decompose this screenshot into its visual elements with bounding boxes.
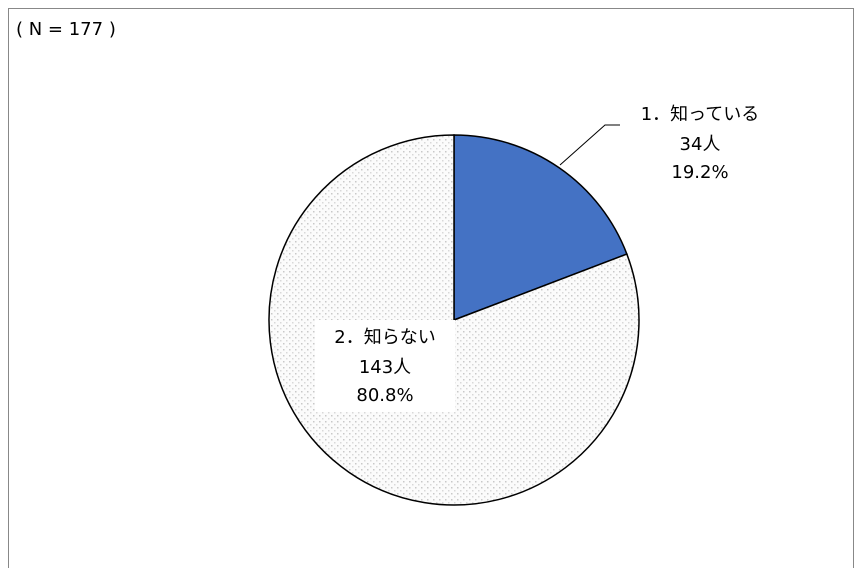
label-background (315, 320, 455, 412)
pie-slice (268, 134, 640, 506)
value-label: 19.2% (671, 162, 728, 183)
sample-note: ( N = 177 ) (16, 19, 116, 40)
slice-label: 2．知らない (334, 327, 435, 348)
pie-slice (453, 134, 628, 322)
slice-label: 1．知っている (641, 104, 760, 125)
count-label: 34人 (680, 134, 721, 155)
frame (8, 8, 854, 568)
value-label: 80.8% (356, 385, 413, 406)
leader-line (559, 124, 620, 166)
count-label: 143人 (359, 357, 411, 378)
